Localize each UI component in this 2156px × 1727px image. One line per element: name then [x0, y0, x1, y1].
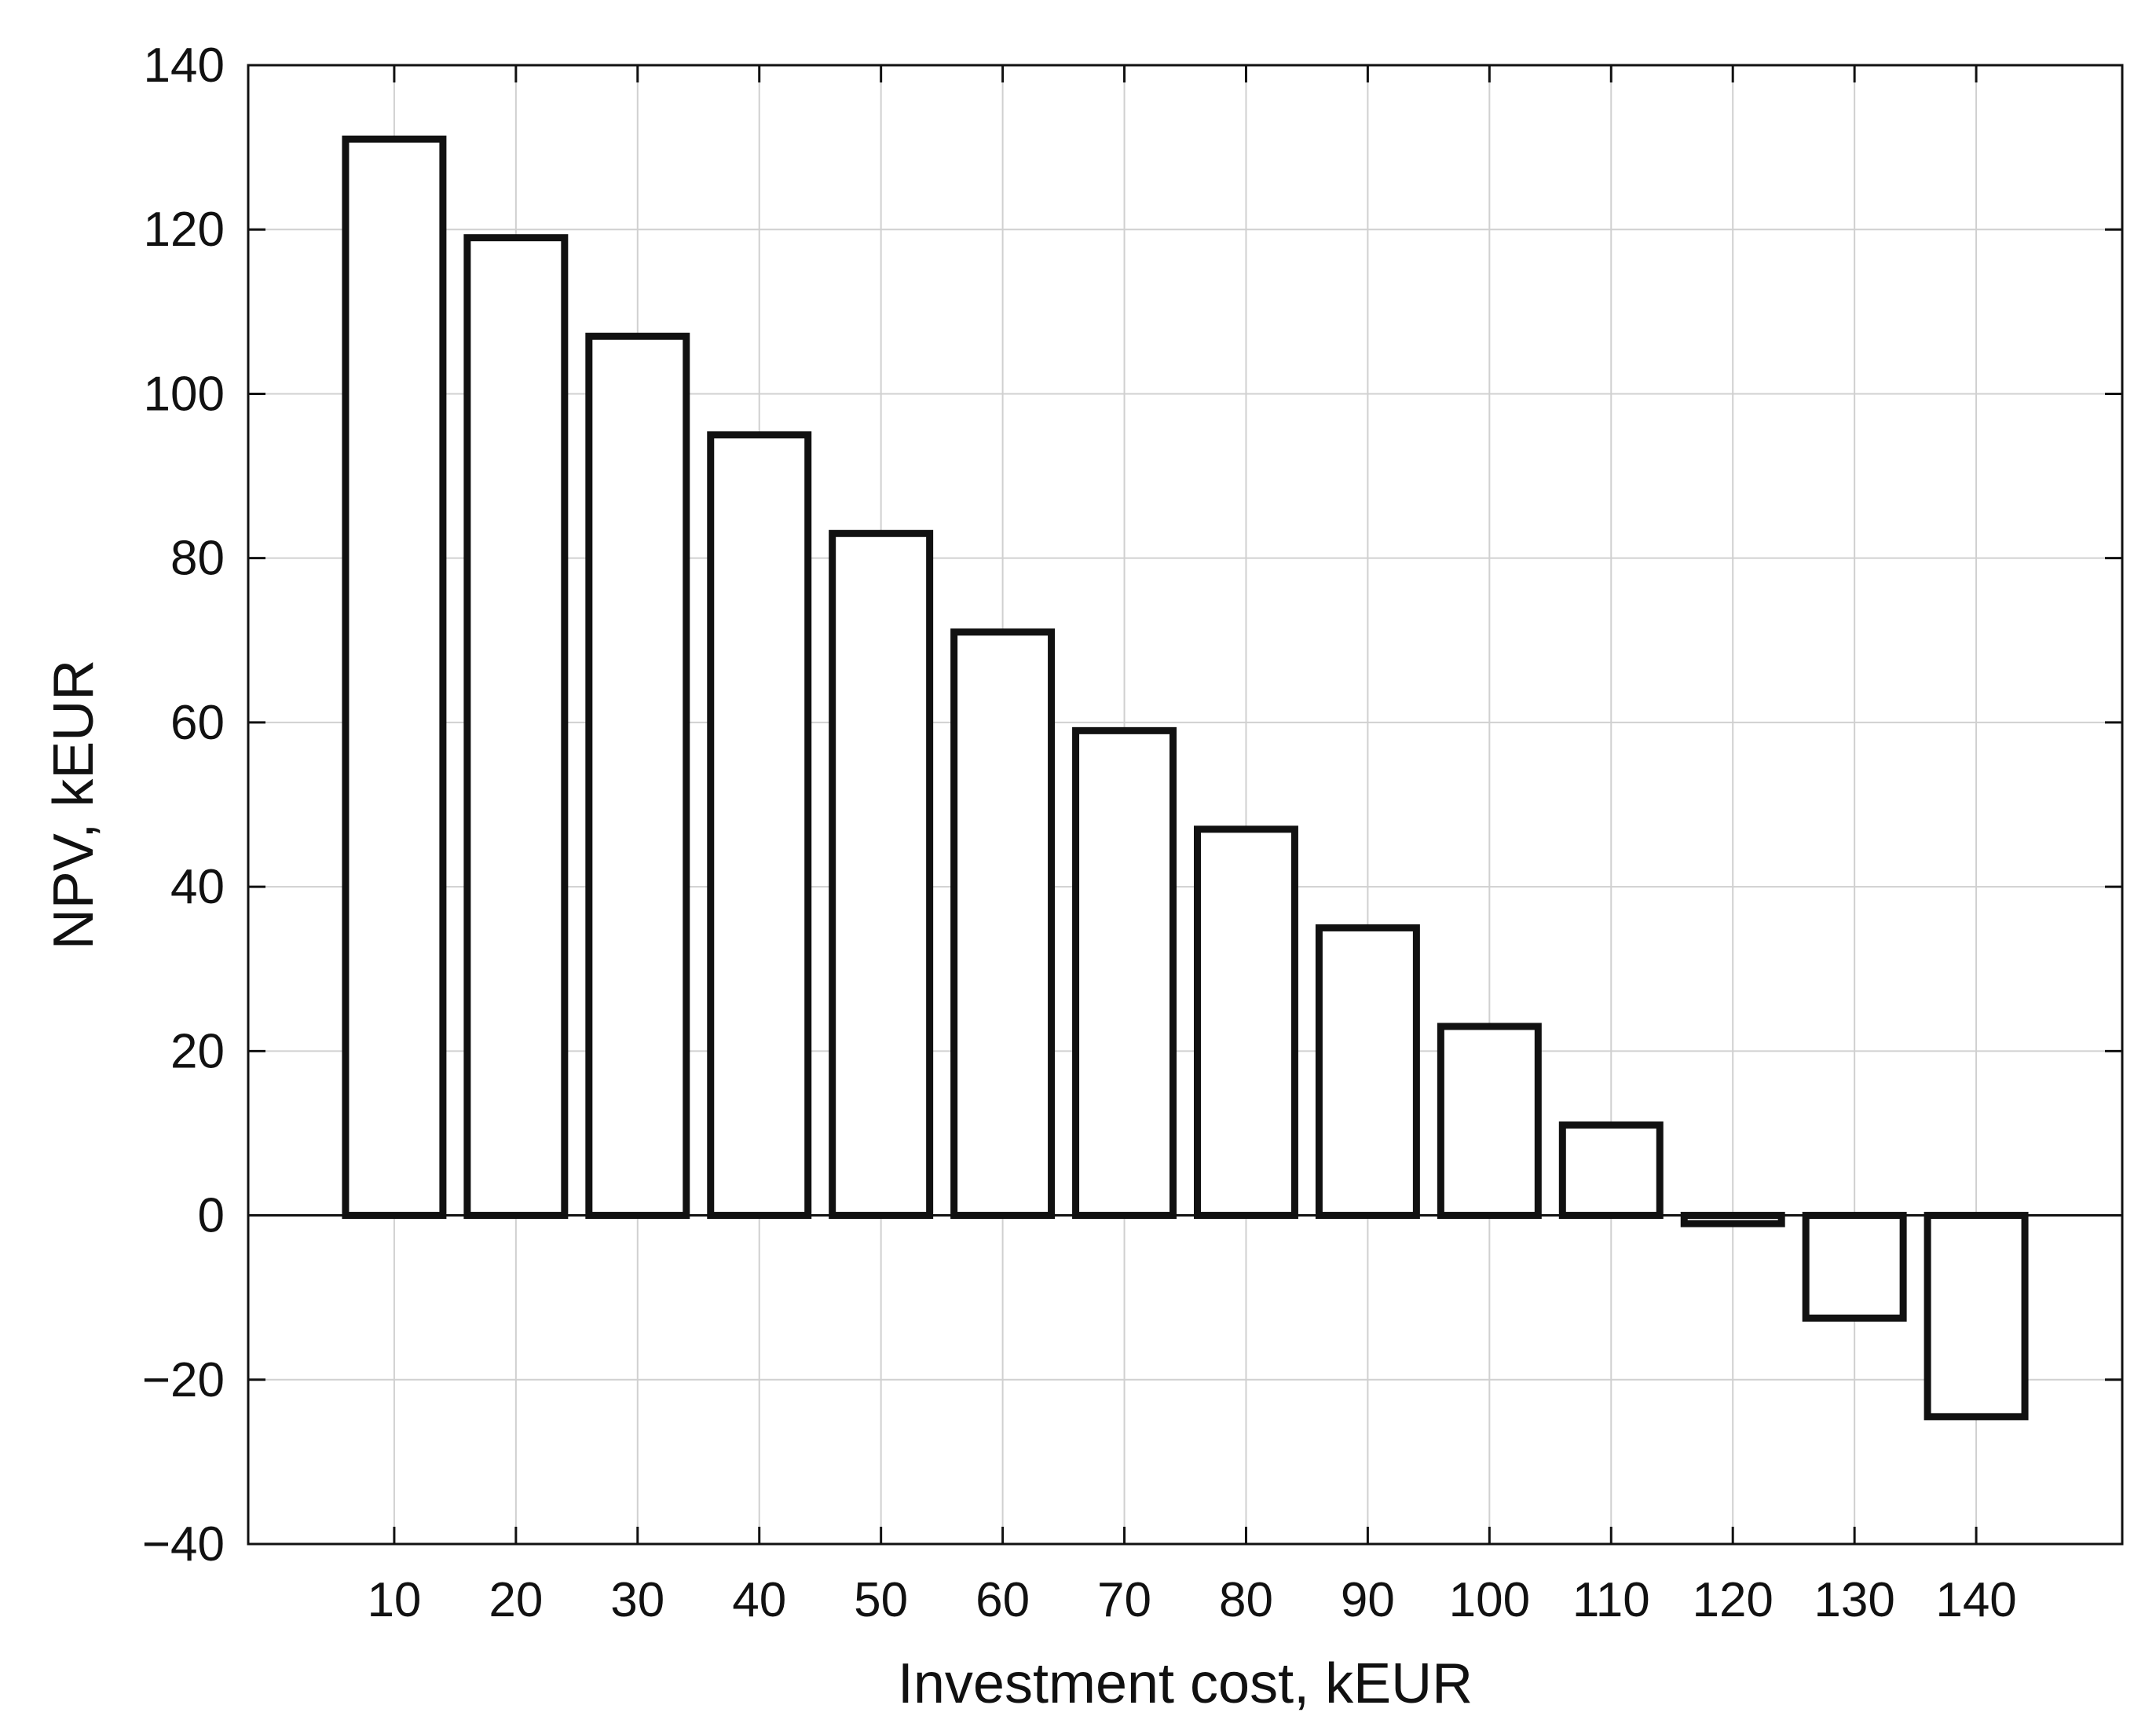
bar-90 — [1315, 924, 1420, 1220]
x-tick-label: 60 — [976, 1573, 1030, 1627]
x-tick-label: 120 — [1692, 1573, 1773, 1627]
bar-110 — [1558, 1121, 1664, 1220]
bar-50 — [829, 529, 934, 1220]
bar-30 — [585, 332, 690, 1220]
y-tick-label: 100 — [144, 367, 225, 421]
x-tick-label: 130 — [1814, 1573, 1894, 1627]
y-tick-label: −20 — [142, 1353, 225, 1407]
x-tick-label: 20 — [489, 1573, 543, 1627]
y-tick-label: 140 — [144, 38, 225, 93]
plot-frame — [247, 64, 2124, 1546]
bar-40 — [707, 431, 812, 1220]
x-axis-title: Investment cost, kEUR — [898, 1652, 1473, 1715]
bar-120 — [1680, 1212, 1785, 1228]
x-tick-label: 40 — [732, 1573, 786, 1627]
y-tick-label: 80 — [170, 532, 225, 586]
y-tick-label: −40 — [142, 1517, 225, 1571]
x-tick-label: 80 — [1219, 1573, 1273, 1627]
bar-10 — [342, 135, 447, 1220]
x-tick-label: 70 — [1097, 1573, 1151, 1627]
x-tick-label: 100 — [1449, 1573, 1530, 1627]
y-tick-label: 40 — [170, 860, 225, 914]
y-axis-title: NPV, kEUR — [42, 660, 105, 949]
bar-20 — [463, 234, 569, 1220]
x-tick-label: 90 — [1341, 1573, 1395, 1627]
bar-80 — [1193, 825, 1298, 1220]
y-tick-label: 120 — [144, 203, 225, 257]
x-tick-label: 30 — [610, 1573, 664, 1627]
x-tick-label: 50 — [854, 1573, 908, 1627]
x-tick-labels: 10 20 30 40 50 60 70 80 90 100 110 120 130 140 — [367, 1573, 2016, 1627]
bars — [342, 135, 2029, 1421]
y-tick-label: 60 — [170, 696, 225, 750]
axes — [247, 64, 2124, 1546]
y-tick-labels: 140 120 100 80 60 40 20 0 −20 −40 — [142, 38, 225, 1571]
bar-140 — [1924, 1212, 2029, 1421]
bar-100 — [1437, 1023, 1542, 1220]
y-tick-label: 0 — [198, 1189, 225, 1243]
x-tick-label: 140 — [1935, 1573, 2016, 1627]
bar-130 — [1802, 1212, 1907, 1322]
x-tick-label: 10 — [367, 1573, 421, 1627]
bar-60 — [950, 628, 1056, 1220]
bar-70 — [1072, 726, 1177, 1220]
x-tick-label: 110 — [1572, 1573, 1650, 1627]
y-tick-label: 20 — [170, 1024, 225, 1078]
